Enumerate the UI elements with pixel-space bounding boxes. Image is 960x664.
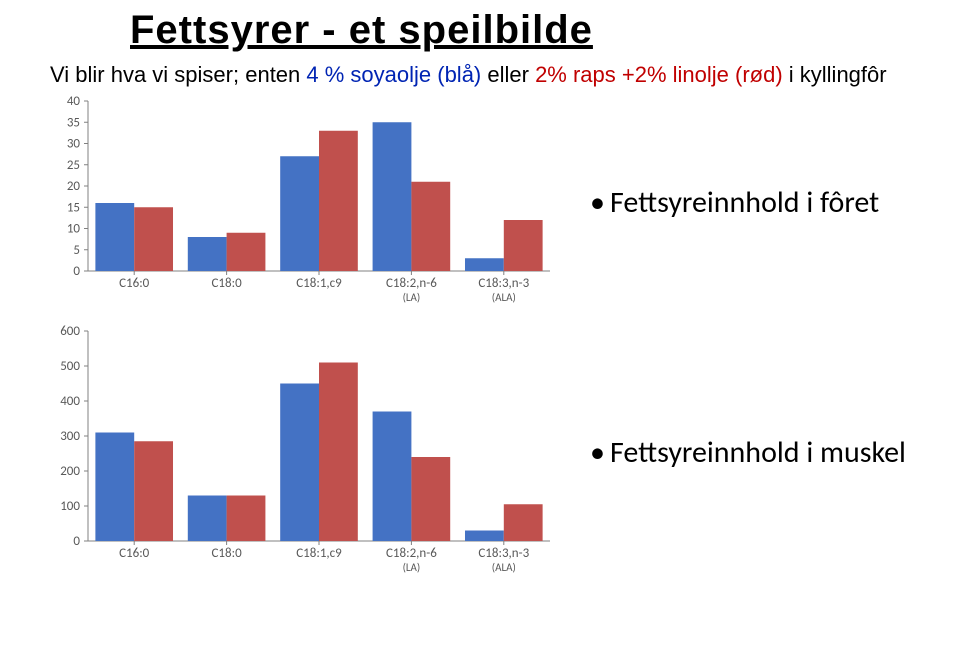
svg-text:C18:0: C18:0 (212, 276, 243, 291)
subtitle: Vi blir hva vi spiser; enten 4 % soyaolj… (50, 61, 920, 89)
subtitle-part1: Vi blir hva vi spiser; enten (50, 62, 306, 87)
svg-text:25: 25 (67, 157, 80, 172)
svg-text:C18:1,c9: C18:1,c9 (296, 276, 342, 291)
svg-text:40: 40 (67, 94, 81, 109)
subtitle-blue: 4 % soyaolje (blå) (306, 62, 487, 87)
svg-text:C18:2,n-6: C18:2,n-6 (386, 546, 437, 561)
chart-1: 0 5 10 15 20 25 30 35 40 C16:0 C18:0 C18:1,c9 C18:2,… (40, 93, 560, 313)
subtitle-part2: eller (487, 62, 535, 87)
svg-text:100: 100 (60, 499, 80, 514)
svg-text:(LA): (LA) (403, 561, 421, 574)
svg-text:C18:3,n-3: C18:3,n-3 (478, 276, 529, 291)
svg-text:C18:1,c9: C18:1,c9 (296, 546, 342, 561)
svg-text:C16:0: C16:0 (119, 546, 150, 561)
svg-text:0: 0 (73, 264, 80, 279)
chart-1-wrap: 0 5 10 15 20 25 30 35 40 C16:0 C18:0 C18:1,c9 C18:2,… (40, 93, 560, 313)
svg-text:400: 400 (60, 394, 80, 409)
svg-text:C18:3,n-3: C18:3,n-3 (478, 546, 529, 561)
svg-text:5: 5 (73, 242, 80, 257)
svg-text:C16:0: C16:0 (119, 276, 150, 291)
svg-text:C18:0: C18:0 (212, 546, 243, 561)
subtitle-part3: i kyllingfôr (789, 62, 887, 87)
svg-text:(ALA): (ALA) (492, 291, 516, 304)
svg-text:20: 20 (67, 179, 81, 194)
svg-text:30: 30 (67, 136, 81, 151)
slide: Fettsyrer - et speilbilde Vi blir hva vi… (0, 0, 960, 664)
row-2: 0 100 200 300 400 500 600 C16:0 C18:0 C18:1,c9 C18… (40, 323, 920, 583)
row-1: 0 5 10 15 20 25 30 35 40 C16:0 C18:0 C18:1,c9 C18:2,… (40, 93, 920, 313)
svg-text:10: 10 (67, 221, 81, 236)
svg-text:35: 35 (67, 115, 80, 130)
svg-text:200: 200 (60, 464, 80, 479)
page-title: Fettsyrer - et speilbilde (130, 8, 920, 53)
svg-text:600: 600 (60, 324, 80, 339)
bullet-2: Fettsyreinnhold i muskel (590, 434, 906, 471)
svg-text:15: 15 (67, 200, 80, 215)
chart-2-wrap: 0 100 200 300 400 500 600 C16:0 C18:0 C18:1,c9 C18… (40, 323, 560, 583)
bullet-1: Fettsyreinnhold i fôret (590, 184, 879, 221)
svg-text:C18:2,n-6: C18:2,n-6 (386, 276, 437, 291)
svg-text:(ALA): (ALA) (492, 561, 516, 574)
svg-text:500: 500 (60, 359, 80, 374)
svg-text:300: 300 (60, 429, 80, 444)
svg-text:(LA): (LA) (403, 291, 421, 304)
subtitle-red: 2% raps +2% linolje (rød) (535, 62, 789, 87)
chart-2: 0 100 200 300 400 500 600 C16:0 C18:0 C18:1,c9 C18… (40, 323, 560, 583)
svg-text:0: 0 (73, 534, 80, 549)
